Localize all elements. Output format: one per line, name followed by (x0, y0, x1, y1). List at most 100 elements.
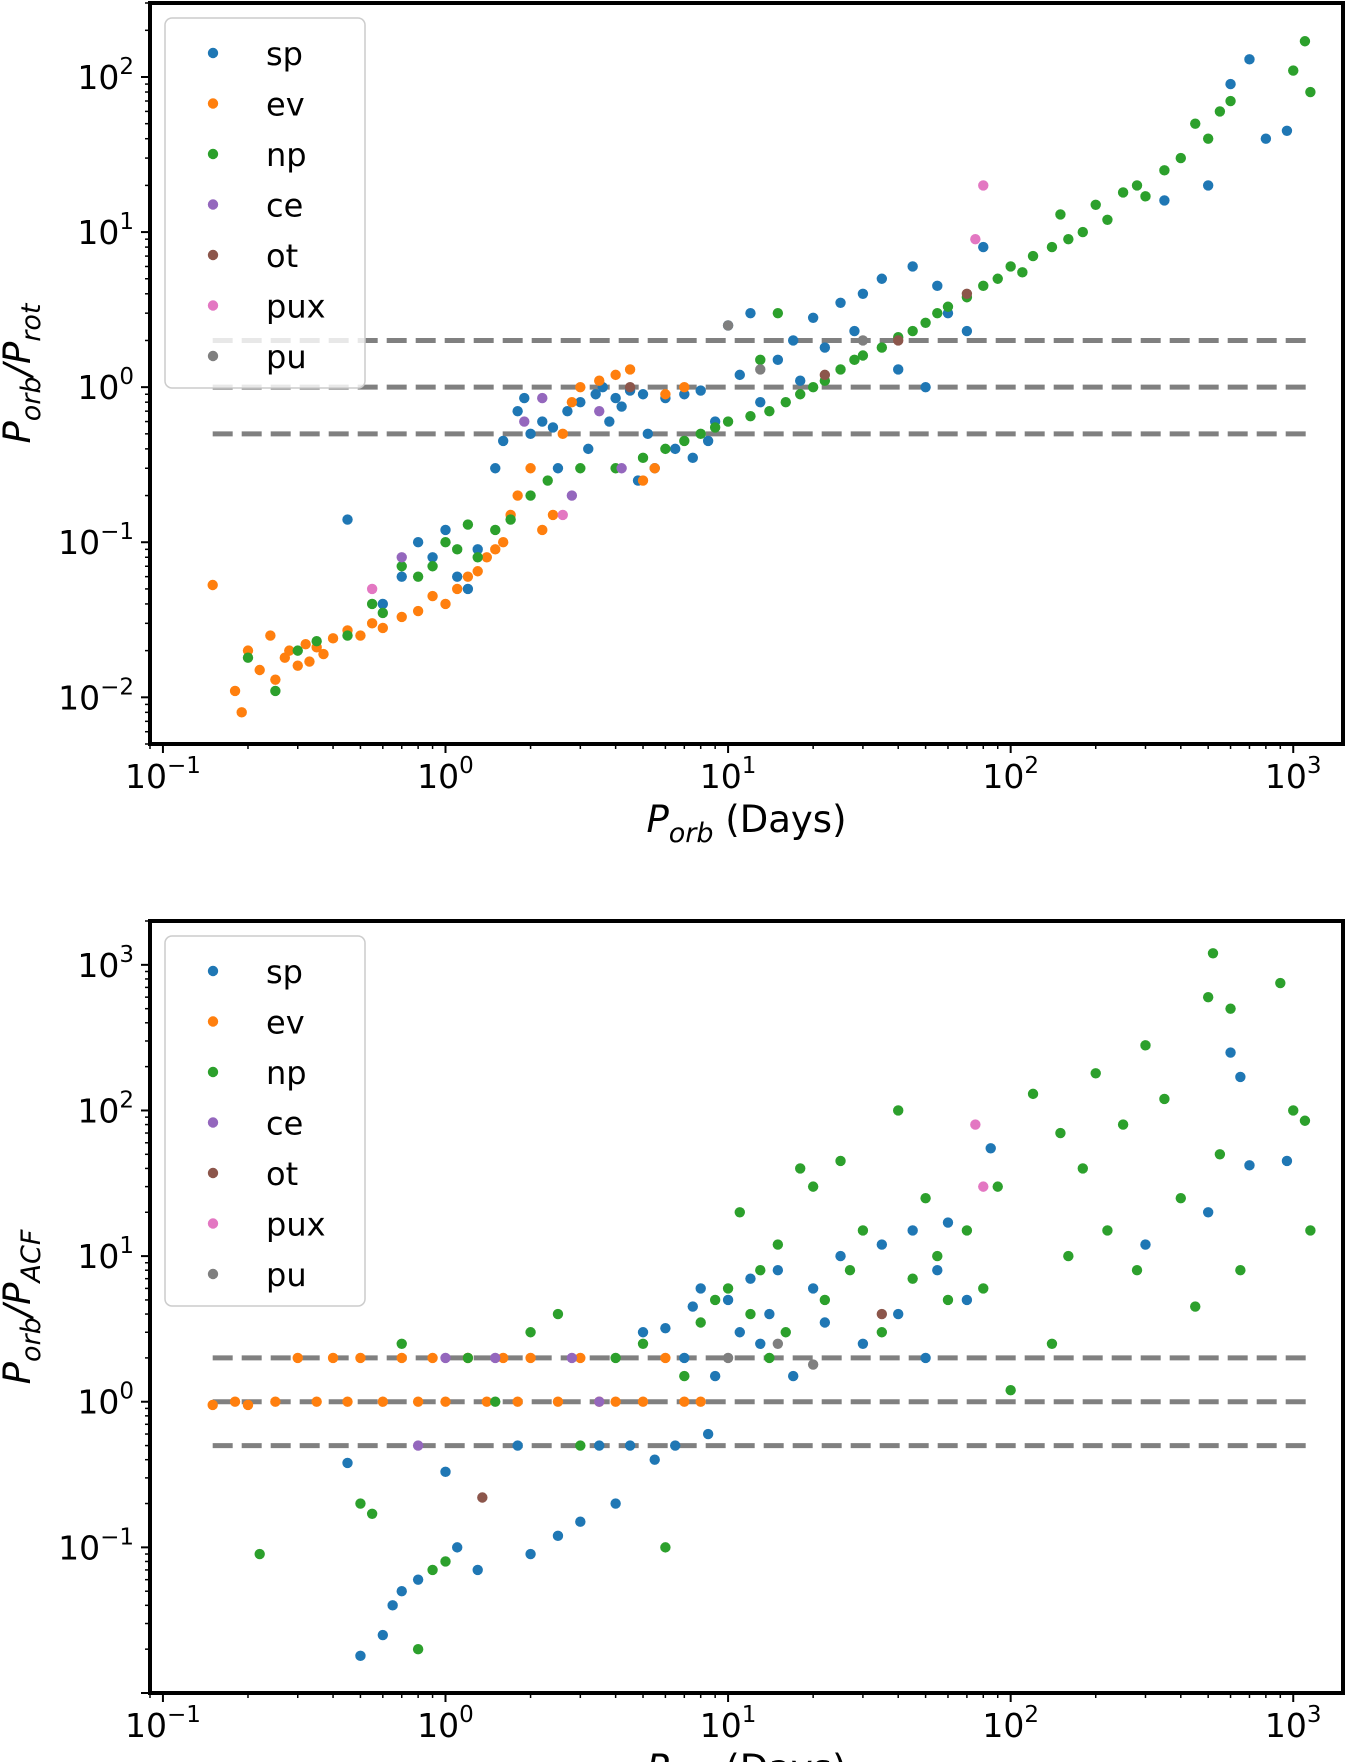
data-point-ev (575, 1352, 586, 1364)
data-point-sp (687, 452, 698, 464)
data-point-sp (562, 405, 573, 417)
data-point-ev (304, 656, 315, 667)
data-point-np (542, 475, 553, 486)
data-point-ce (396, 552, 407, 563)
data-point-ev (284, 645, 295, 656)
series-ev (207, 364, 690, 718)
y-axis-label: Porb/Prot (0, 302, 47, 443)
data-point-np (978, 1283, 989, 1294)
data-point-sp (1140, 1239, 1151, 1250)
legend-marker-ot (207, 249, 219, 261)
series-ev (207, 1352, 706, 1411)
legend-box (164, 17, 366, 389)
data-point-np (552, 1308, 564, 1320)
data-point-np (412, 571, 424, 582)
data-point-np (780, 396, 791, 408)
data-point-ev (311, 1396, 322, 1407)
legend-label-ev: ev (266, 1004, 305, 1042)
x-tick-label: 102 (982, 1702, 1039, 1745)
data-point-np (1305, 1225, 1316, 1236)
x-tick-label: 102 (982, 753, 1039, 796)
data-point-np (242, 652, 254, 663)
x-tick-label: 103 (1265, 1702, 1322, 1745)
data-point-ot (893, 335, 904, 346)
data-point-sp (512, 1440, 523, 1451)
data-point-np (807, 1181, 819, 1192)
data-point-ev (610, 1396, 621, 1407)
data-point-ce (490, 1352, 501, 1364)
data-point-np (1175, 1192, 1186, 1204)
data-point-np (1202, 133, 1214, 144)
data-point-sp (734, 1327, 745, 1338)
data-point-np (755, 1265, 766, 1276)
data-point-ev (427, 1352, 438, 1364)
data-point-ev (292, 660, 303, 671)
data-point-np (1299, 36, 1311, 47)
data-point-sp (835, 297, 846, 308)
data-point-sp (440, 524, 451, 536)
data-point-ev (207, 1399, 218, 1411)
legend-marker-np (207, 148, 219, 160)
data-point-sp (857, 1338, 869, 1349)
x-axis-label: Porb (Days) (646, 798, 846, 849)
series-ce (396, 392, 627, 563)
data-point-sp (835, 1250, 846, 1262)
data-point-ev (207, 579, 218, 591)
data-point-np (270, 685, 281, 697)
data-point-sp (462, 583, 474, 595)
data-point-np (525, 490, 536, 501)
data-point-sp (1244, 54, 1255, 65)
legend-marker-ce (207, 199, 219, 210)
data-point-ot (876, 1308, 888, 1320)
data-point-sp (624, 1440, 636, 1451)
data-point-pux (970, 1119, 981, 1130)
data-point-sp (610, 392, 621, 404)
data-point-sp (583, 443, 594, 455)
data-point-sp (610, 1498, 621, 1509)
data-point-np (1077, 226, 1088, 238)
series-pux (970, 1119, 989, 1192)
data-point-np (764, 1352, 775, 1364)
plot-area (207, 36, 1316, 718)
data-point-sp (893, 364, 904, 375)
data-point-ev (679, 381, 690, 393)
x-tick-label: 101 (700, 1702, 757, 1745)
data-point-sp (709, 1370, 721, 1382)
data-point-np (1117, 187, 1129, 198)
legend-label-ev: ev (266, 86, 305, 124)
data-point-sp (1260, 133, 1272, 144)
data-point-np (857, 1225, 869, 1236)
data-point-np (525, 1327, 536, 1338)
data-point-np (795, 389, 806, 400)
chart-panel-1: 10−1 100 101 102 103 10−2 10−1 100 101 102 Porb (D… (0, 1, 1345, 849)
data-point-sp (920, 381, 931, 393)
legend-label-pux: pux (266, 1206, 326, 1244)
data-point-ev (254, 664, 265, 676)
y-tick-label: 100 (77, 1379, 134, 1422)
data-point-ev (679, 1396, 690, 1407)
data-point-sp (427, 552, 438, 563)
data-point-ce (594, 405, 605, 417)
data-point-sp (452, 1542, 463, 1553)
data-point-ev (292, 1352, 303, 1364)
data-point-sp (594, 1440, 605, 1451)
data-point-np (1202, 991, 1214, 1003)
data-point-ev (497, 1352, 509, 1364)
data-point-sp (649, 1454, 660, 1465)
data-point-np (807, 381, 819, 393)
data-point-sp (788, 335, 799, 346)
legend-label-sp: sp (266, 35, 303, 73)
data-point-ev (377, 622, 389, 634)
data-point-np (355, 1498, 366, 1509)
data-point-ev (637, 1396, 649, 1407)
legend-label-pu: pu (266, 338, 307, 376)
series-ot (477, 1308, 888, 1503)
data-point-sp (772, 1265, 784, 1276)
data-point-np (1102, 214, 1113, 225)
data-point-ev (512, 490, 523, 501)
data-point-np (734, 1207, 745, 1218)
data-point-ev (512, 1396, 523, 1407)
data-point-np (755, 354, 766, 366)
data-point-np (490, 524, 501, 536)
legend-label-ce: ce (266, 187, 303, 225)
